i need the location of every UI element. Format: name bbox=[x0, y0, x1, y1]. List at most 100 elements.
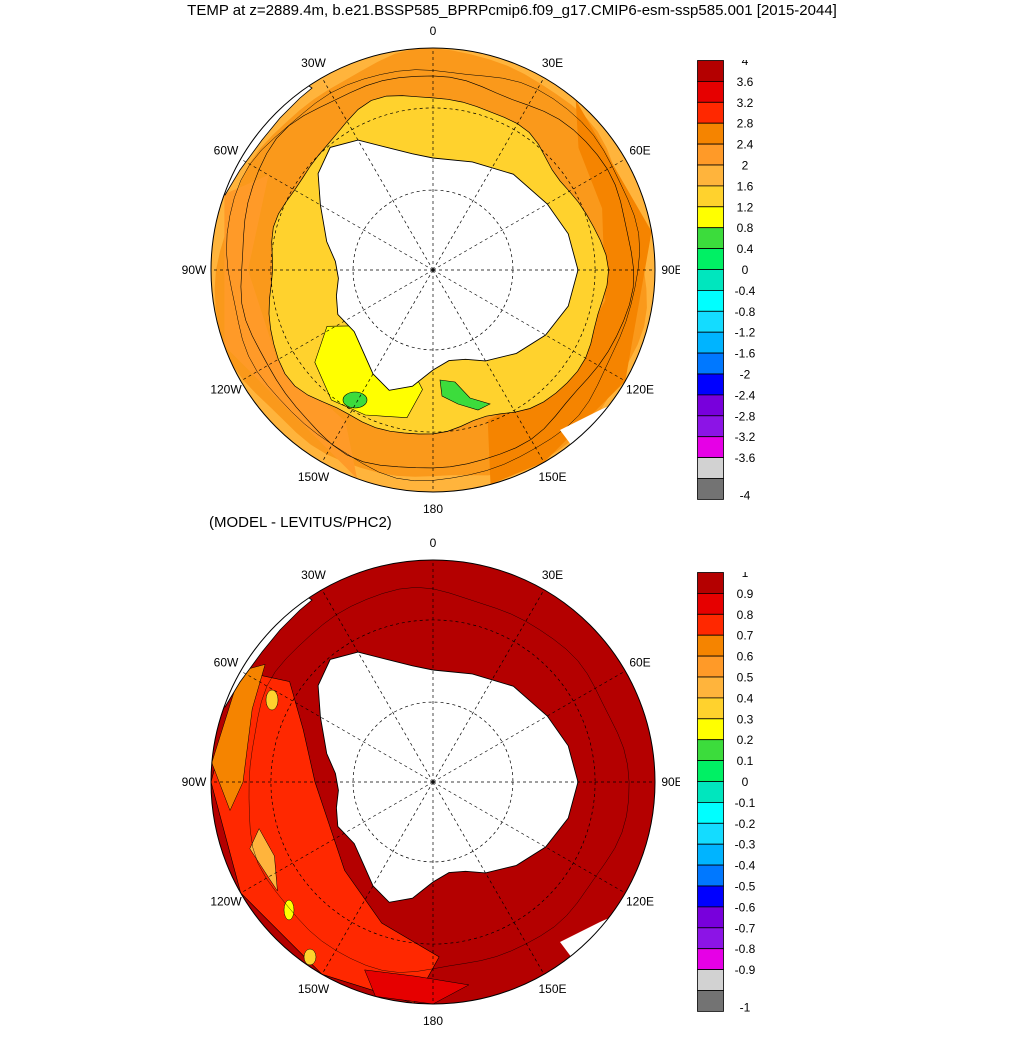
ocean-field bbox=[211, 560, 655, 1004]
colorbar-swatch bbox=[697, 613, 724, 636]
colorbar-swatch bbox=[697, 415, 724, 438]
colorbar-tick-label: 3.6 bbox=[737, 75, 754, 89]
longitude-label: 60W bbox=[214, 656, 239, 670]
colorbar-swatch bbox=[697, 352, 724, 375]
colorbar-swatch bbox=[697, 718, 724, 741]
longitude-label: 0 bbox=[430, 536, 437, 550]
colorbar-tick-label: -3.2 bbox=[735, 430, 756, 444]
colorbar-swatch bbox=[697, 634, 724, 657]
colorbar-tick-label: 2.8 bbox=[737, 117, 754, 131]
colorbar-tick-label: 2.4 bbox=[737, 138, 754, 152]
difference-panel-subtitle: (MODEL - LEVITUS/PHC2) bbox=[209, 514, 392, 531]
colorbar-tick-label: -0.4 bbox=[735, 284, 756, 298]
colorbar-tick-label: -0.5 bbox=[735, 880, 756, 894]
colorbar-tick-label: -2.8 bbox=[735, 409, 756, 423]
colorbar-tick-label: 0 bbox=[742, 263, 749, 277]
longitude-label: 30E bbox=[542, 568, 563, 582]
colorbar-svg: 4 3.6 3.2 2.8 2.4 2 1.6 1.2 0.8 0.4 0 -0.4 -0.8 -1.2 -… bbox=[697, 54, 756, 502]
colorbar-swatch bbox=[697, 906, 724, 929]
colorbar-swatch bbox=[697, 969, 724, 991]
colorbar-swatch bbox=[697, 185, 724, 208]
colorbar-swatch bbox=[697, 801, 724, 824]
longitude-label: 60E bbox=[629, 656, 650, 670]
colorbar-swatch bbox=[697, 206, 724, 229]
longitude-label: 30W bbox=[301, 568, 326, 582]
colorbar-tick-label: 0.6 bbox=[737, 650, 754, 664]
colorbar-tick-label: 0.8 bbox=[737, 221, 754, 235]
longitude-label: 150W bbox=[298, 982, 330, 996]
colorbar-tick-label: -0.8 bbox=[735, 942, 756, 956]
colorbar-swatch bbox=[697, 822, 724, 845]
colorbar-swatch bbox=[697, 990, 724, 1012]
colorbar-swatch bbox=[697, 164, 724, 187]
colorbar-swatch bbox=[697, 697, 724, 720]
colorbar-tick-label: -0.8 bbox=[735, 305, 756, 319]
longitude-label: 150E bbox=[538, 470, 566, 484]
map-boundary-circle bbox=[210, 559, 656, 1005]
colorbar-swatch bbox=[697, 269, 724, 291]
colorbar-tick-label: 1 bbox=[742, 572, 749, 580]
colorbar-tick-label: 3.2 bbox=[737, 96, 754, 110]
longitude-label: 90W bbox=[182, 263, 207, 277]
longitude-label: 120W bbox=[210, 895, 242, 909]
colorbar-tick-label: 1.6 bbox=[737, 179, 754, 193]
colorbar-swatch bbox=[697, 760, 724, 782]
colorbar-tick-label: 0.4 bbox=[737, 691, 754, 705]
longitude-label: 0 bbox=[430, 24, 437, 38]
colorbar-tick-label: -0.4 bbox=[735, 859, 756, 873]
colorbar-tick-label: 0.1 bbox=[737, 754, 754, 768]
colorbar-swatch bbox=[697, 478, 724, 500]
figure-title: TEMP at z=2889.4m, b.e21.BSSP585_BPRPcmi… bbox=[187, 2, 837, 19]
colorbar-swatch bbox=[697, 781, 724, 803]
longitude-label: 120E bbox=[626, 383, 654, 397]
colorbar-tick-label: -0.6 bbox=[735, 900, 756, 914]
colorbar-swatch bbox=[697, 457, 724, 479]
longitude-label: 90E bbox=[661, 775, 680, 789]
ocean-field bbox=[211, 48, 655, 492]
longitude-label: 120W bbox=[210, 383, 242, 397]
colorbar-swatch bbox=[697, 436, 724, 459]
longitude-label: 30W bbox=[301, 56, 326, 70]
temperature-colorbar: 4 3.6 3.2 2.8 2.4 2 1.6 1.2 0.8 0.4 0 -0.4 -0.8 -1.2 -… bbox=[697, 54, 777, 516]
colorbar-tick-label: 4 bbox=[742, 60, 749, 68]
colorbar-swatch bbox=[697, 864, 724, 887]
longitude-label: 60W bbox=[214, 144, 239, 158]
polar-stereographic-map: 0 30E 60E 90E 120E 150E 180 150W 120W 90W 60W 30W bbox=[182, 536, 683, 1028]
difference-colorbar: 1 0.9 0.8 0.7 0.6 0.5 0.4 0.3 0.2 0.1 0 -0.1 -0.2 -0.… bbox=[697, 566, 777, 1028]
colorbar-swatch bbox=[697, 843, 724, 866]
colorbar-swatch bbox=[697, 655, 724, 678]
polar-stereographic-map: 0 30E 60E 90E 120E 150E 180 150W 120W 90W 60W 30W bbox=[182, 24, 683, 516]
colorbar-swatch bbox=[697, 592, 724, 615]
colorbar-swatch bbox=[697, 122, 724, 145]
colorbar-swatch bbox=[697, 248, 724, 270]
colorbar-swatch bbox=[697, 948, 724, 971]
colorbar-tick-label: 2 bbox=[742, 159, 749, 173]
colorbar-swatch bbox=[697, 143, 724, 166]
colorbar-tick-label: 0.4 bbox=[737, 242, 754, 256]
longitude-label: 60E bbox=[629, 144, 650, 158]
colorbar-swatch bbox=[697, 289, 724, 312]
colorbar-tick-label: 0 bbox=[742, 775, 749, 789]
colorbar-swatch bbox=[697, 373, 724, 396]
colorbar-tick-label: 0.8 bbox=[737, 608, 754, 622]
colorbar-tick-label: -1.6 bbox=[735, 347, 756, 361]
longitude-label: 30E bbox=[542, 56, 563, 70]
colorbar-svg: 1 0.9 0.8 0.7 0.6 0.5 0.4 0.3 0.2 0.1 0 -0.1 -0.2 -0.… bbox=[697, 566, 756, 1014]
colorbar-swatch bbox=[697, 739, 724, 761]
colorbar-tick-label: -2 bbox=[740, 368, 751, 382]
colorbar-tick-label: 1.2 bbox=[737, 200, 754, 214]
longitude-label: 180 bbox=[423, 502, 443, 516]
colorbar-swatch bbox=[697, 331, 724, 354]
colorbar-tick-label: -0.2 bbox=[735, 817, 756, 831]
colorbar-swatch bbox=[697, 927, 724, 950]
longitude-label: 180 bbox=[423, 1014, 443, 1028]
colorbar-tick-label: 0.9 bbox=[737, 587, 754, 601]
longitude-label: 150W bbox=[298, 470, 330, 484]
colorbar-tick-label: -4 bbox=[740, 488, 751, 502]
colorbar-swatch bbox=[697, 227, 724, 249]
colorbar-swatch bbox=[697, 885, 724, 908]
colorbar-tick-label: -0.9 bbox=[735, 963, 756, 977]
colorbar-tick-label: -2.4 bbox=[735, 388, 756, 402]
colorbar-tick-label: -3.6 bbox=[735, 451, 756, 465]
colorbar-tick-label: 0.2 bbox=[737, 733, 754, 747]
